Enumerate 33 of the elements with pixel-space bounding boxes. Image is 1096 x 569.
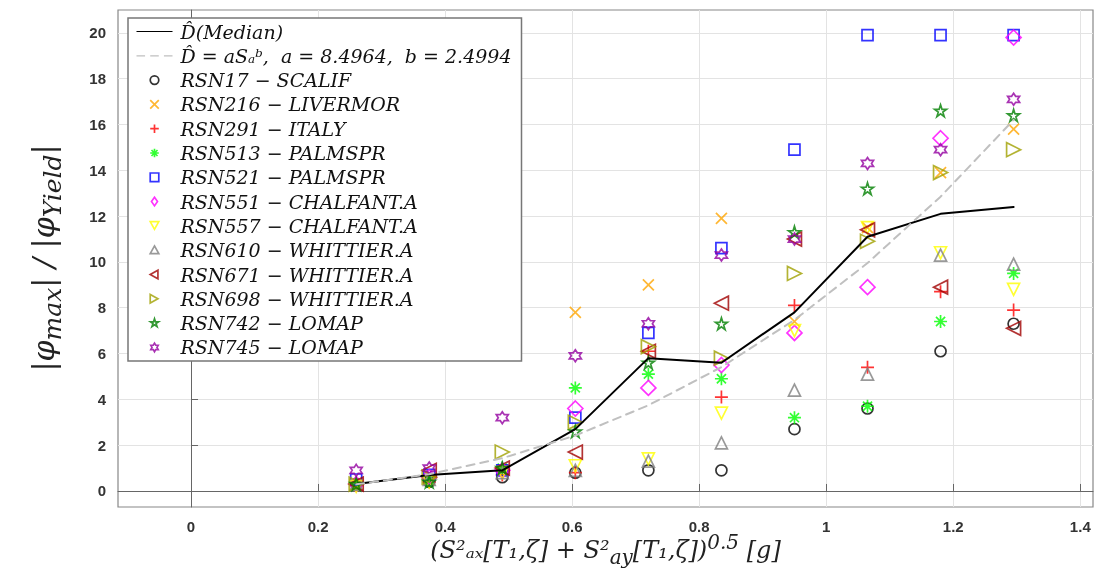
legend-label: RSN610 − WHITTIER.A [179,239,414,262]
y-tick-label: 12 [89,207,106,225]
y-tick-label: 10 [89,253,106,271]
x-tick-label: 1.2 [942,518,964,535]
legend-label: RSN745 − LOMAP [179,336,365,359]
x-tick-label: 0.4 [434,518,457,535]
legend-label: D̂(Median) [179,20,284,43]
y-tick-label: 16 [89,116,106,134]
y-tick-label: 8 [97,299,106,317]
legend-label: RSN216 − LIVERMOR [179,93,401,116]
legend-label: RSN17 − SCALIF [179,69,353,92]
legend-label: RSN671 − WHITTIER.A [179,263,414,286]
y-tick-label: 6 [97,345,106,363]
x-tick-label: 1 [822,518,831,535]
y-tick-label: 14 [89,161,107,179]
y-tick-label: 2 [97,436,106,454]
legend-label: RSN521 − PALMSPR [179,166,386,189]
legend-label: RSN291 − ITALY [179,117,348,140]
x-tick-label: 0.2 [307,518,329,535]
y-tick-label: 20 [89,24,106,42]
x-tick-label: 0.6 [561,518,583,535]
x-tick-label: 0.8 [688,518,710,535]
legend-label: RSN557 − CHALFANT.A [179,214,418,237]
y-tick-label: 0 [97,482,106,500]
legend-label: RSN513 − PALMSPR [179,142,386,164]
legend-label: RSN742 − LOMAP [179,312,365,335]
legend-label: RSN551 − CHALFANT.A [179,190,418,213]
legend-label: D̂ = aSₐᵇ, a = 8.4964, b = 2.4994 [179,44,512,67]
x-tick-label: 1.4 [1069,518,1092,535]
y-tick-label: 4 [97,390,107,408]
y-tick-label: 18 [89,70,106,88]
legend-label: RSN698 − WHITTIER.A [179,287,414,310]
x-tick-label: 0 [186,518,196,535]
